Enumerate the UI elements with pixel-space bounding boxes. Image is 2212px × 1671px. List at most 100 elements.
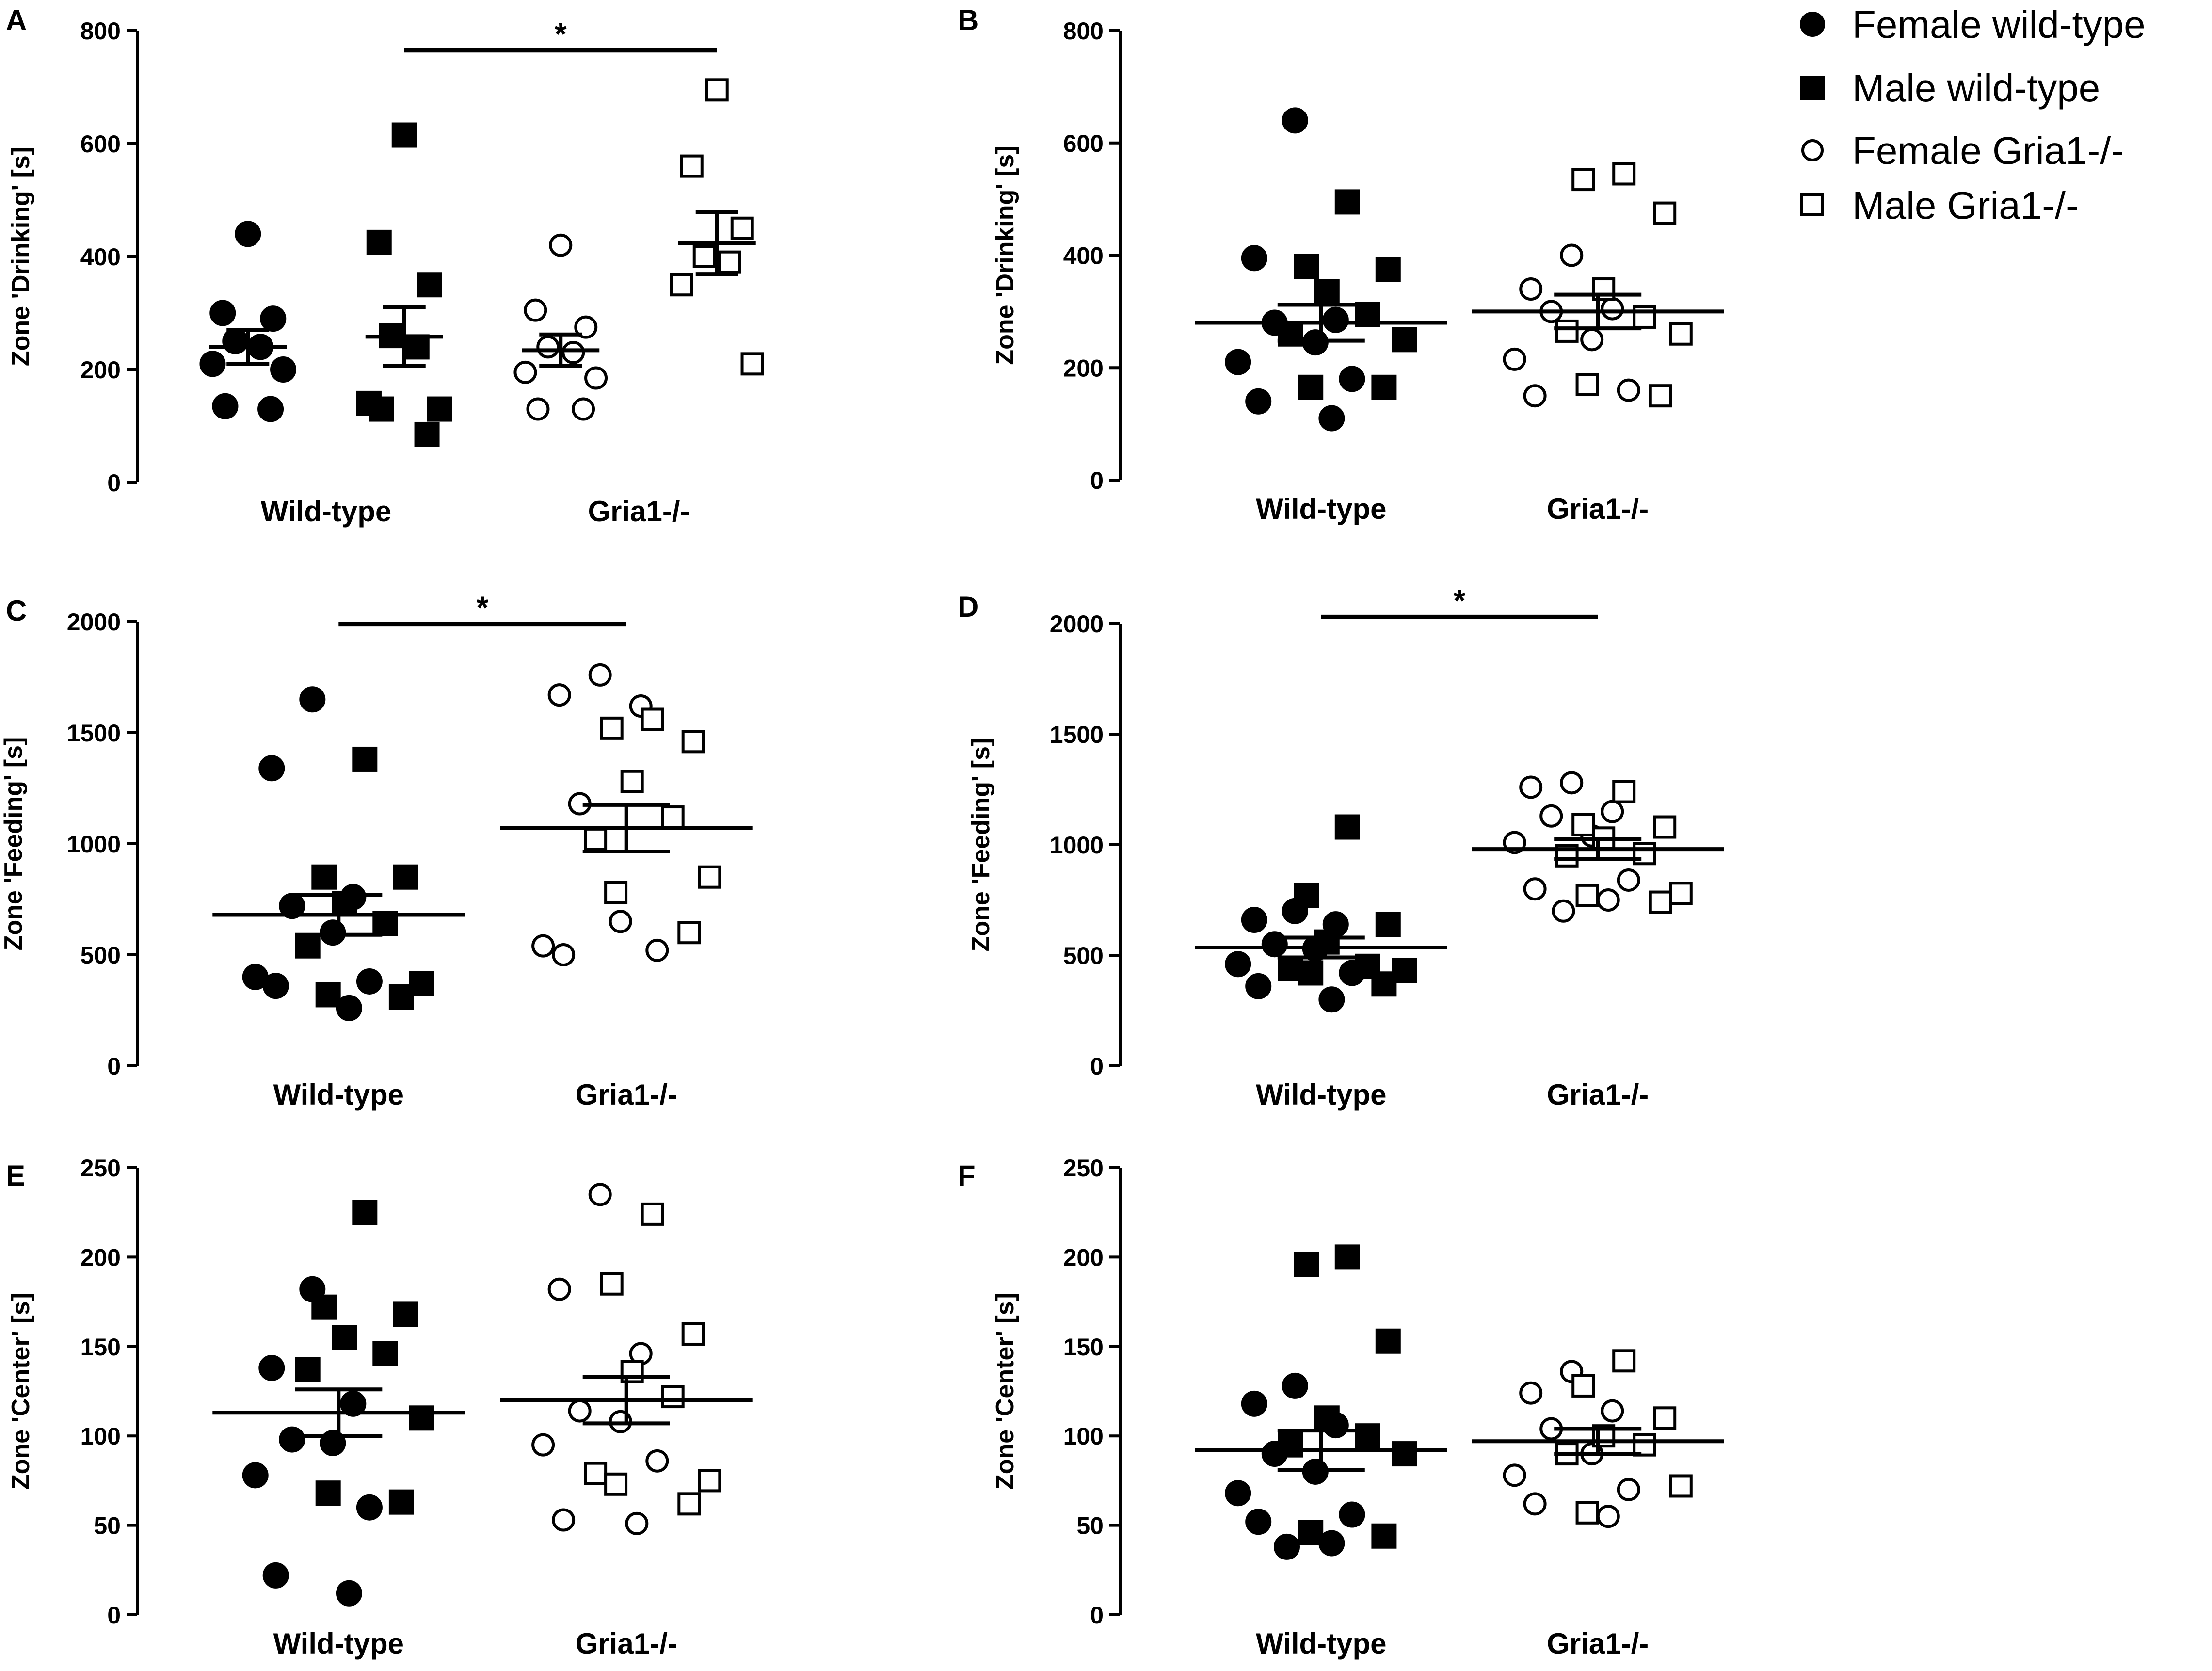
data-point-open-circle: [552, 943, 576, 966]
y-tick-label: 0: [107, 469, 121, 497]
data-point-filled-circle: [1318, 405, 1345, 432]
y-tick-label: 200: [1063, 1244, 1104, 1271]
data-point-open-square: [1649, 384, 1672, 408]
x-category-label: Gria1-/-: [1547, 1627, 1649, 1660]
y-tick-label: 800: [80, 17, 121, 45]
data-point-filled-circle: [1318, 1530, 1345, 1557]
data-point-open-circle: [526, 397, 550, 421]
data-point-filled-circle: [1245, 973, 1272, 999]
y-axis-label: Zone 'Drinking' [s]: [991, 145, 1019, 365]
data-point-open-square: [1633, 1433, 1656, 1457]
data-point-open-square: [620, 770, 644, 793]
data-point-open-square: [641, 707, 664, 731]
panel-e: E 0 50 100 150 200 250 Zone 'Center' [s] Wild-ty…: [6, 1155, 753, 1660]
data-point-open-circle: [1503, 347, 1526, 371]
data-point-filled-square: [1371, 1523, 1397, 1549]
data-point-filled-circle: [212, 393, 239, 419]
legend-label: Male Gria1-/-: [1852, 184, 2079, 227]
x-category-label: Wild-type: [1256, 1627, 1386, 1660]
data-point-open-circle: [561, 341, 585, 365]
data-point-filled-square: [409, 971, 434, 996]
data-point-open-circle: [1617, 868, 1640, 892]
data-point-open-circle: [1580, 328, 1604, 352]
data-point-open-circle: [588, 1183, 612, 1206]
y-tick-label: 1000: [67, 831, 121, 858]
data-point-filled-circle: [340, 1390, 367, 1417]
data-point-open-circle: [1601, 297, 1624, 321]
legend-label: Female Gria1-/-: [1852, 129, 2124, 172]
data-point-filled-circle: [262, 1562, 289, 1589]
data-point-filled-circle: [356, 1494, 383, 1521]
data-point-filled-circle: [279, 893, 305, 919]
data-point-filled-square: [1371, 374, 1397, 400]
data-point-filled-square: [1392, 1441, 1417, 1467]
data-point-open-circle: [547, 1277, 571, 1301]
data-point-filled-circle: [270, 356, 297, 383]
significance-star: *: [555, 16, 567, 51]
y-tick-label: 0: [1090, 1053, 1104, 1080]
x-category-label: Gria1-/-: [588, 495, 689, 528]
data-point-open-square: [1612, 780, 1636, 803]
data-point-open-square: [604, 1472, 628, 1496]
x-category-label: Wild-type: [273, 1627, 404, 1660]
y-tick-label: 800: [1063, 17, 1104, 45]
legend-entry-male-wild-type: Male wild-type: [1800, 66, 2100, 110]
data-point-open-circle: [531, 1433, 555, 1457]
data-point-open-square: [1653, 201, 1677, 225]
data-point-open-square: [1669, 322, 1693, 346]
data-point-open-square: [604, 881, 628, 904]
data-point-filled-square: [1278, 956, 1303, 981]
data-point-filled-circle: [1245, 388, 1272, 415]
data-point-filled-circle: [1282, 107, 1308, 134]
data-point-filled-circle: [1225, 1480, 1251, 1507]
y-tick-label: 600: [1063, 130, 1104, 157]
data-point-filled-square: [1334, 189, 1360, 215]
data-point-filled-square: [391, 122, 417, 148]
data-point-open-square: [1612, 162, 1636, 186]
data-point-filled-circle: [1241, 245, 1267, 272]
data-point-filled-square: [352, 1200, 378, 1225]
data-point-filled-square: [315, 982, 341, 1008]
data-point-open-square: [1571, 168, 1595, 192]
panel-letter: D: [958, 591, 978, 623]
data-point-filled-square: [393, 864, 418, 890]
data-point-open-circle: [645, 938, 669, 962]
data-point-filled-square: [417, 272, 442, 298]
data-point-filled-square: [369, 396, 394, 422]
x-category-label: Gria1-/-: [576, 1078, 677, 1111]
legend-entry-male-gria1: Male Gria1-/-: [1800, 184, 2079, 227]
legend-marker-open-circle: [1801, 139, 1824, 161]
data-point-filled-square: [1371, 971, 1397, 997]
x-category-label: Wild-type: [1256, 493, 1386, 525]
data-point-open-circle: [1560, 771, 1584, 795]
data-point-open-square: [661, 1385, 685, 1409]
data-point-open-square: [718, 250, 741, 274]
panels: A 0 200 400 600 800 Zone 'Drinking' [s] Wild-ty…: [0, 4, 1724, 1660]
data-point-filled-square: [295, 933, 321, 959]
data-point-filled-square: [311, 864, 337, 890]
data-point-open-square: [1649, 890, 1672, 914]
panel-a: A 0 200 400 600 800 Zone 'Drinking' [s] Wild-ty…: [6, 4, 764, 528]
data-point-open-circle: [1539, 804, 1563, 828]
y-tick-label: 150: [1063, 1334, 1104, 1361]
data-point-filled-square: [1314, 929, 1340, 955]
data-point-filled-circle: [1339, 366, 1365, 392]
data-point-open-square: [677, 921, 701, 945]
y-tick-label: 2000: [1050, 611, 1104, 638]
data-point-open-circle: [536, 335, 560, 359]
data-point-filled-square: [1294, 883, 1319, 908]
data-point-open-circle: [524, 298, 547, 322]
data-point-open-square: [1575, 884, 1599, 907]
data-point-open-square: [1612, 1349, 1636, 1373]
data-point-open-square: [600, 716, 624, 740]
data-point-open-circle: [1503, 1463, 1526, 1487]
data-point-open-circle: [645, 1449, 669, 1473]
data-point-filled-square: [1334, 814, 1360, 840]
data-point-open-square: [670, 273, 693, 297]
data-point-open-square: [1571, 1374, 1595, 1398]
data-point-open-circle: [547, 683, 571, 707]
data-point-filled-square: [295, 1357, 321, 1382]
data-point-filled-circle: [336, 1580, 362, 1607]
data-point-open-square: [1571, 813, 1595, 836]
